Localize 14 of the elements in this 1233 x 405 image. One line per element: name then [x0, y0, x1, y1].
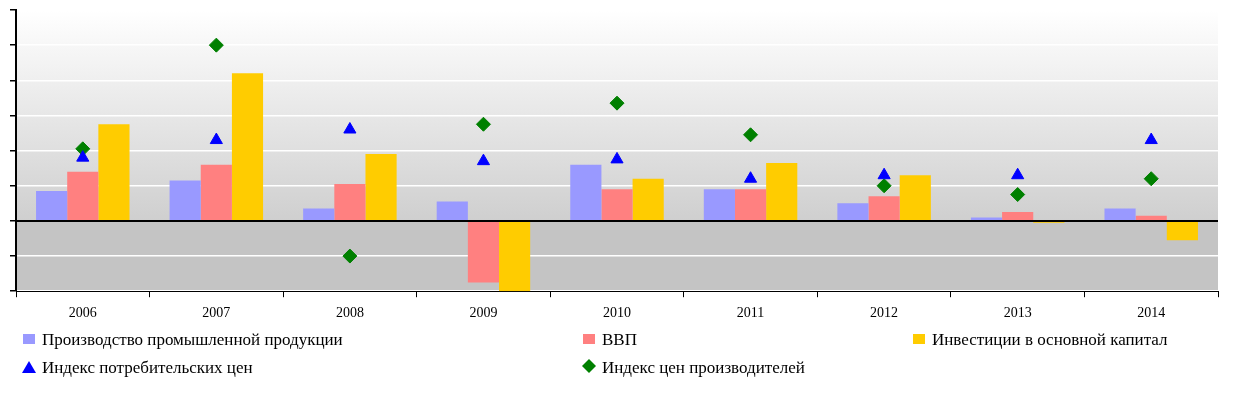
- x-tick-label: 2012: [870, 305, 899, 321]
- legend-label: Производство промышленной продукции: [42, 330, 343, 350]
- x-tick-label: 2007: [202, 305, 231, 321]
- x-tick-label: 2010: [603, 305, 631, 321]
- x-tick-label: 2014: [1137, 305, 1166, 321]
- legend-label: Инвестиции в основной капитал: [932, 330, 1168, 350]
- x-tick-label: 2013: [1003, 305, 1032, 321]
- x-tick-label: 2011: [736, 305, 765, 321]
- legend-label: Индекс потребительских цен: [42, 358, 253, 378]
- x-tick-label: 2008: [335, 305, 364, 321]
- x-tick-label: 2006: [68, 305, 97, 321]
- x-tick-label: 2009: [469, 305, 498, 321]
- legend-label: Индекс цен производителей: [602, 358, 805, 378]
- legend-label: ВВП: [602, 330, 637, 350]
